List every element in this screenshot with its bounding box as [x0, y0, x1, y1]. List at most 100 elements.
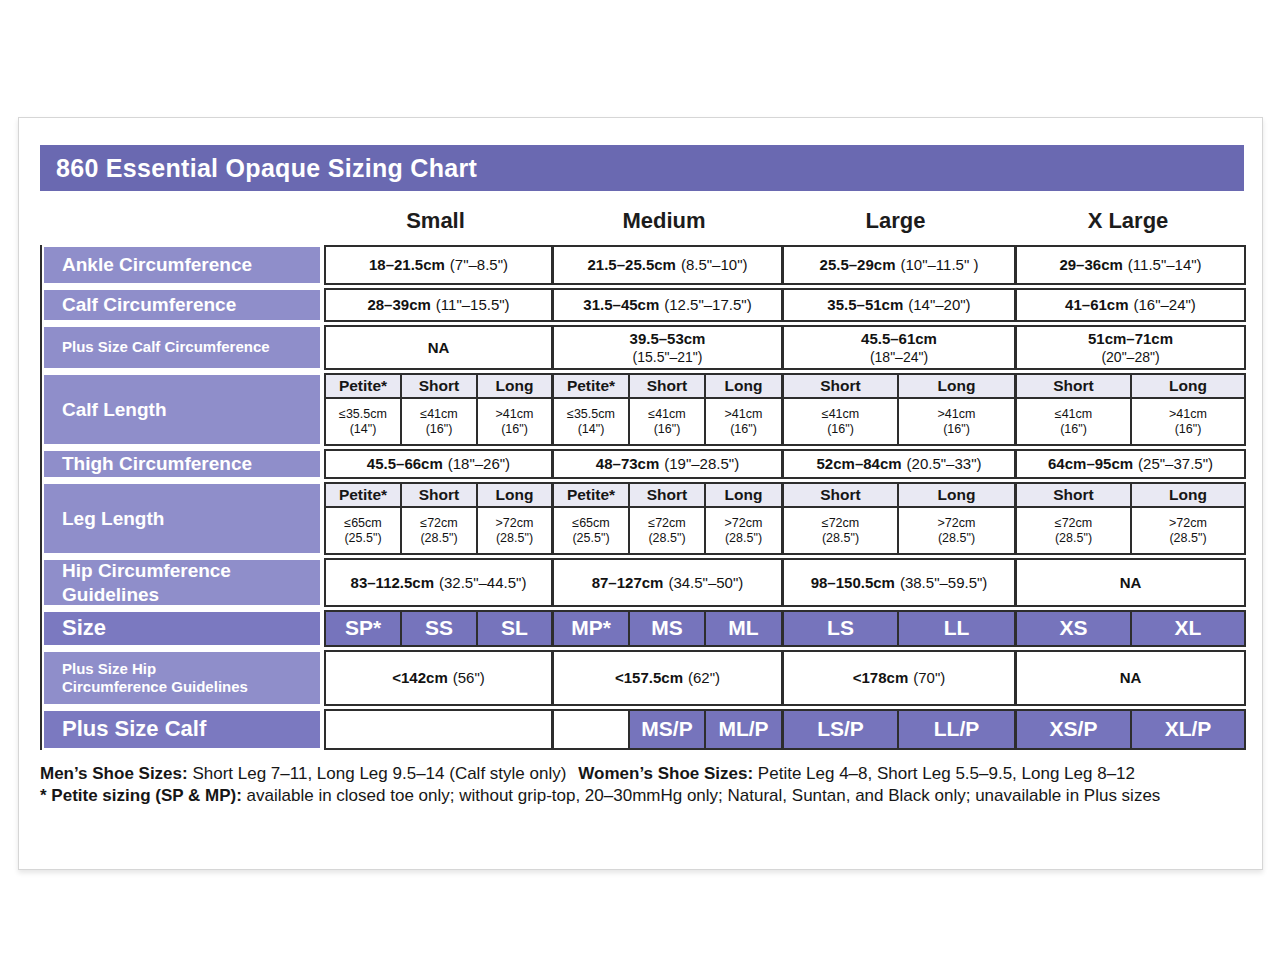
subhead-leglength-medium-short: Short — [628, 482, 704, 508]
subhead-calflength-small-long: Long — [476, 373, 551, 399]
subhead-leglength-large-long: Long — [897, 482, 1014, 508]
footnote-shoe-sizes: Men’s Shoe Sizes: Short Leg 7–11, Long L… — [40, 763, 1244, 785]
cell-ankle-large: 25.5–29cm(10"–11.5" ) — [781, 245, 1014, 285]
subhead-leglength-small-short: Short — [400, 482, 476, 508]
cell-calf-small: 28–39cm(11"–15.5") — [324, 288, 551, 322]
footnotes: Men’s Shoe Sizes: Short Leg 7–11, Long L… — [40, 763, 1244, 808]
petite-sizing-label: * Petite sizing (SP & MP): — [40, 786, 242, 805]
cell-size-ss: SS — [400, 610, 476, 647]
sizing-table: Ankle Circumference 18–21.5cm(7"–8.5") 2… — [40, 245, 1244, 750]
row-leg-length: Leg Length Petite* Short Long Petite* Sh… — [42, 482, 1246, 555]
row-calf-circumference: Calf Circumference 28–39cm(11"–15.5") 31… — [42, 288, 1246, 322]
cell-calf-large: 35.5–51cm(14"–20") — [781, 288, 1014, 322]
chart-title: 860 Essential Opaque Sizing Chart — [56, 154, 477, 183]
cell-calflength-medium-long: >41cm(16") — [704, 399, 781, 446]
chart-title-bar: 860 Essential Opaque Sizing Chart — [40, 145, 1244, 191]
row-plus-size-hip-guidelines: Plus Size HipCircumference Guidelines <1… — [42, 650, 1246, 706]
subhead-calflength-medium-long: Long — [704, 373, 781, 399]
cell-pcc-small: NA — [324, 325, 551, 370]
cell-leglength-large-long: >72cm(28.5") — [897, 508, 1014, 555]
sizing-chart-card: 860 Essential Opaque Sizing Chart Small … — [18, 117, 1263, 870]
cell-size-mp: MP* — [551, 610, 628, 647]
cell-leglength-large-short: ≤72cm(28.5") — [781, 508, 897, 555]
cell-pluscalf-xsp: XS/P — [1014, 709, 1130, 750]
subhead-calflength-small-short: Short — [400, 373, 476, 399]
row-label-size: Size — [42, 610, 322, 647]
row-thigh-circumference: Thigh Circumference 45.5–66cm(18"–26") 4… — [42, 449, 1246, 479]
cell-calflength-large-short: ≤41cm(16") — [781, 399, 897, 446]
cell-thigh-small: 45.5–66cm(18"–26") — [324, 449, 551, 479]
cell-hip-xlarge: NA — [1014, 558, 1246, 607]
colhead-large: Large — [779, 204, 1012, 238]
row-label-ankle: Ankle Circumference — [42, 245, 322, 285]
cell-thigh-medium: 48–73cm(19"–28.5") — [551, 449, 781, 479]
cell-size-xl: XL — [1130, 610, 1246, 647]
cell-pluscalf-lsp: LS/P — [781, 709, 897, 750]
cell-plushipc-xlarge: NA — [1014, 650, 1246, 706]
subhead-leglength-small-long: Long — [476, 482, 551, 508]
subhead-leglength-small-petite: Petite* — [324, 482, 400, 508]
cell-calflength-small-petite: ≤35.5cm(14") — [324, 399, 400, 446]
subhead-leglength-medium-long: Long — [704, 482, 781, 508]
cell-size-sp: SP* — [324, 610, 400, 647]
row-label-plus-hip: Plus Size HipCircumference Guidelines — [42, 650, 322, 706]
subhead-calflength-xlarge-short: Short — [1014, 373, 1130, 399]
cell-leglength-medium-short: ≤72cm(28.5") — [628, 508, 704, 555]
subhead-calflength-medium-short: Short — [628, 373, 704, 399]
colhead-spacer — [40, 204, 322, 238]
subhead-leglength-large-short: Short — [781, 482, 897, 508]
cell-leglength-small-short: ≤72cm(28.5") — [400, 508, 476, 555]
subhead-leglength-xlarge-long: Long — [1130, 482, 1246, 508]
row-calf-length: Calf Length Petite* Short Long Petite* S… — [42, 373, 1246, 446]
cell-calflength-large-long: >41cm(16") — [897, 399, 1014, 446]
cell-pluscalf-small-empty — [324, 709, 551, 750]
womens-shoe-sizes-label: Women’s Shoe Sizes: — [578, 764, 753, 783]
cell-calflength-medium-petite: ≤35.5cm(14") — [551, 399, 628, 446]
cell-leglength-xlarge-short: ≤72cm(28.5") — [1014, 508, 1130, 555]
cell-hip-medium: 87–127cm(34.5"–50") — [551, 558, 781, 607]
cell-pluscalf-xlp: XL/P — [1130, 709, 1246, 750]
cell-size-ls: LS — [781, 610, 897, 647]
cell-plushipc-small: <142cm(56") — [324, 650, 551, 706]
subhead-leglength-medium-petite: Petite* — [551, 482, 628, 508]
subhead-calflength-small-petite: Petite* — [324, 373, 400, 399]
row-size: Size SP* SS SL MP* MS ML LS LL XS XL — [42, 610, 1246, 647]
cell-size-ms: MS — [628, 610, 704, 647]
subhead-calflength-large-long: Long — [897, 373, 1014, 399]
cell-leglength-medium-petite: ≤65cm(25.5") — [551, 508, 628, 555]
row-hip-guidelines: Hip CircumferenceGuidelines 83–112.5cm(3… — [42, 558, 1246, 607]
mens-shoe-sizes-label: Men’s Shoe Sizes: — [40, 764, 188, 783]
cell-pluscalf-llp: LL/P — [897, 709, 1014, 750]
cell-calf-medium: 31.5–45cm(12.5"–17.5") — [551, 288, 781, 322]
colhead-medium: Medium — [549, 204, 779, 238]
cell-thigh-xlarge: 64cm–95cm(25"–37.5") — [1014, 449, 1246, 479]
row-plus-size-calf: Plus Size Calf MS/P ML/P LS/P LL/P XS/P … — [42, 709, 1246, 750]
cell-pluscalf-medium-petite-empty — [551, 709, 628, 750]
cell-size-sl: SL — [476, 610, 551, 647]
cell-calflength-small-short: ≤41cm(16") — [400, 399, 476, 446]
cell-ankle-medium: 21.5–25.5cm(8.5"–10") — [551, 245, 781, 285]
cell-size-xs: XS — [1014, 610, 1130, 647]
cell-hip-small: 83–112.5cm(32.5"–44.5") — [324, 558, 551, 607]
cell-pcc-large: 45.5–61cm(18"–24") — [781, 325, 1014, 370]
row-label-calf: Calf Circumference — [42, 288, 322, 322]
row-label-plus-calf-circ: Plus Size Calf Circumference — [42, 325, 322, 370]
cell-leglength-xlarge-long: >72cm(28.5") — [1130, 508, 1246, 555]
cell-size-ml: ML — [704, 610, 781, 647]
cell-pcc-xlarge: 51cm–71cm(20"–28") — [1014, 325, 1246, 370]
row-label-calf-length: Calf Length — [42, 373, 322, 446]
cell-plushipc-large: <178cm(70") — [781, 650, 1014, 706]
cell-pluscalf-mlp: ML/P — [704, 709, 781, 750]
cell-pluscalf-msp: MS/P — [628, 709, 704, 750]
cell-size-ll: LL — [897, 610, 1014, 647]
cell-leglength-small-long: >72cm(28.5") — [476, 508, 551, 555]
cell-calflength-xlarge-long: >41cm(16") — [1130, 399, 1246, 446]
cell-thigh-large: 52cm–84cm(20.5"–33") — [781, 449, 1014, 479]
cell-calflength-xlarge-short: ≤41cm(16") — [1014, 399, 1130, 446]
subhead-calflength-medium-petite: Petite* — [551, 373, 628, 399]
cell-hip-large: 98–150.5cm(38.5"–59.5") — [781, 558, 1014, 607]
cell-plushipc-medium: <157.5cm(62") — [551, 650, 781, 706]
colhead-small: Small — [322, 204, 549, 238]
cell-calf-xlarge: 41–61cm(16"–24") — [1014, 288, 1246, 322]
row-label-hip: Hip CircumferenceGuidelines — [42, 558, 322, 607]
